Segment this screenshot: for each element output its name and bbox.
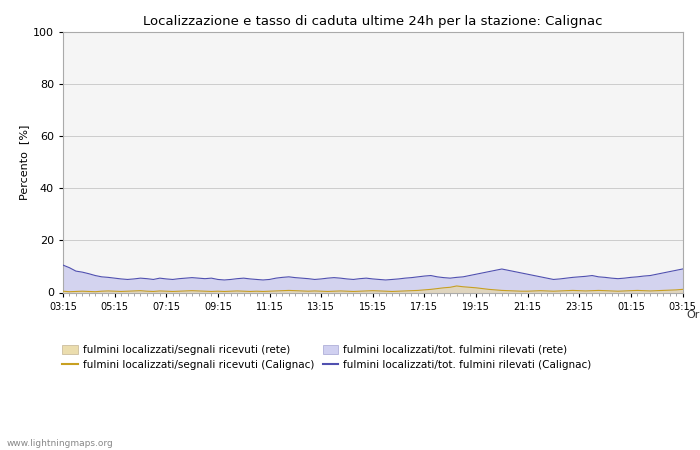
Y-axis label: Percento  [%]: Percento [%] <box>19 124 29 200</box>
Text: Orario: Orario <box>686 310 700 320</box>
Title: Localizzazione e tasso di caduta ultime 24h per la stazione: Calignac: Localizzazione e tasso di caduta ultime … <box>143 14 603 27</box>
Legend: fulmini localizzati/segnali ricevuti (rete), fulmini localizzati/segnali ricevut: fulmini localizzati/segnali ricevuti (re… <box>62 345 592 370</box>
Text: www.lightningmaps.org: www.lightningmaps.org <box>7 439 113 448</box>
